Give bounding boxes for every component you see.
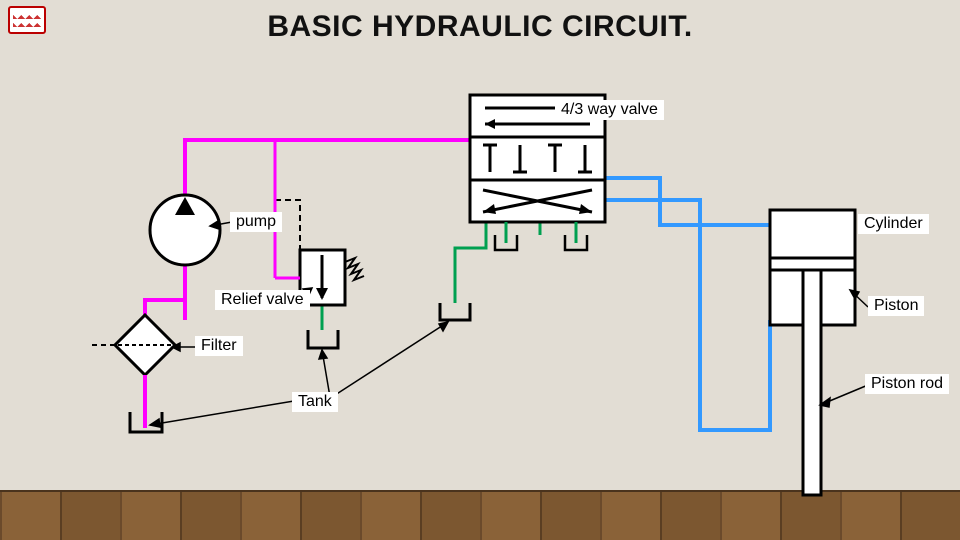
cylinder-label: Cylinder <box>858 214 929 234</box>
valve-to-tank <box>455 222 486 303</box>
relief-label: Relief valve <box>215 290 310 310</box>
pump-label: pump <box>230 212 282 232</box>
valve-label: 4/3 way valve <box>555 100 664 120</box>
hydraulic-diagram <box>0 0 960 540</box>
pressure-line <box>185 140 506 195</box>
line-b-to-cylinder <box>605 200 770 430</box>
cylinder <box>770 210 855 495</box>
piston-rod-label: Piston rod <box>865 374 949 394</box>
filter <box>115 315 175 375</box>
tank-label: Tank <box>292 392 338 412</box>
tank-relief <box>308 330 338 348</box>
label-arrows <box>150 221 868 427</box>
filter-label: Filter <box>195 336 243 356</box>
pump-to-filter <box>145 265 185 318</box>
piston-label: Piston <box>868 296 924 316</box>
slide-stage: BASIC HYDRAULIC CIRCUIT. <box>0 0 960 540</box>
pump <box>150 195 220 265</box>
